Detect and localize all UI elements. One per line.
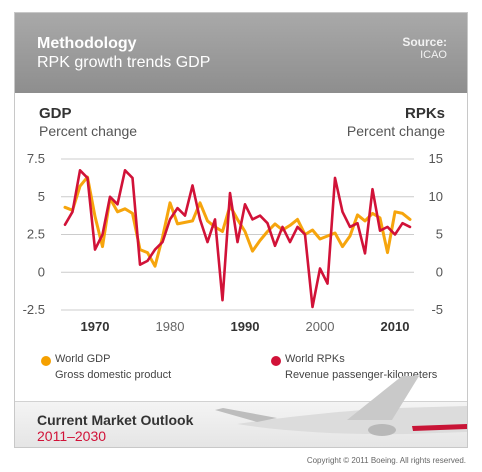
gdp-legend-icon (41, 356, 51, 366)
airplane-icon (215, 376, 467, 436)
chart-title: Methodology (37, 35, 137, 52)
source-value: ICAO (420, 49, 447, 61)
rpk-legend-name: World RPKs (285, 353, 345, 365)
x-axis-tick-label: 1970 (81, 319, 110, 334)
gdp-legend-description: Gross domestic product (55, 369, 172, 381)
rpk-legend-icon (271, 356, 281, 366)
left-axis-tick-label: -2.5 (23, 302, 45, 317)
left-axis-tick-label: 7.5 (27, 151, 45, 166)
x-axis-tick-label: 1980 (156, 319, 185, 334)
chart-card: Methodology RPK growth trends GDP Source… (14, 12, 468, 448)
footer-banner: Current Market Outlook 2011–2030 (15, 376, 467, 447)
rpk-legend-description: Revenue passenger-kilometers (285, 369, 438, 381)
right-axis-tick-label: 15 (429, 151, 443, 166)
x-axis-tick-label: 2010 (381, 319, 410, 334)
header-banner: Methodology RPK growth trends GDP Source… (15, 13, 467, 93)
footer-title: Current Market Outlook (37, 412, 194, 428)
copyright-notice: Copyright © 2011 Boeing. All rights rese… (306, 456, 466, 465)
x-axis-tick-label: 2000 (306, 319, 335, 334)
rpk-series-line (63, 169, 412, 309)
right-axis-subtitle: Percent change (346, 123, 445, 139)
x-axis-tick-label: 1990 (231, 319, 260, 334)
chart-subtitle: RPK growth trends GDP (37, 54, 211, 71)
left-axis-tick-label: 0 (38, 264, 45, 279)
footer-years: 2011–2030 (37, 428, 107, 444)
right-axis-title: RPKs (404, 105, 445, 122)
left-axis-subtitle: Percent change (39, 123, 138, 139)
right-axis-tick-label: 10 (429, 189, 443, 204)
left-axis-title: GDP (39, 105, 72, 122)
left-axis-tick-label: 5 (38, 189, 45, 204)
left-axis-tick-label: 2.5 (27, 227, 45, 242)
gdp-legend-name: World GDP (55, 353, 111, 365)
source-label: Source: (402, 35, 447, 49)
right-axis-tick-label: -5 (431, 302, 443, 317)
right-axis-tick-label: 5 (436, 227, 443, 242)
line-chart: 7.5 5 2.5 0 -2.5 15 10 5 0 -5 1970 1980 1990 2000 2010 (23, 151, 443, 334)
gdp-series-line (63, 175, 412, 268)
right-axis-tick-label: 0 (436, 264, 443, 279)
